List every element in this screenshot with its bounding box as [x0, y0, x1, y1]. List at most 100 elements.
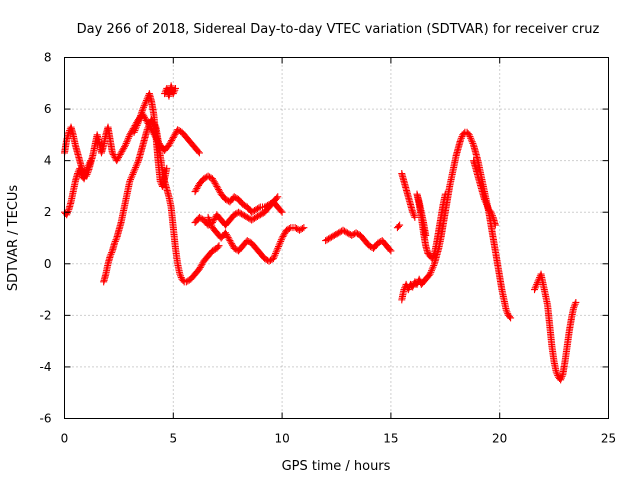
data-point: [239, 200, 247, 208]
data-point: [271, 251, 279, 259]
data-point: [168, 135, 176, 143]
data-point: [140, 103, 148, 111]
data-point: [142, 116, 150, 124]
data-point: [273, 246, 281, 254]
data-point: [176, 270, 184, 278]
data-point: [428, 265, 436, 273]
data-point: [507, 314, 515, 322]
data-point: [297, 225, 305, 233]
data-point: [409, 210, 417, 218]
data-point: [322, 237, 330, 245]
data-point: [130, 167, 138, 175]
data-point: [352, 229, 360, 237]
data-point: [111, 239, 119, 247]
data-point: [171, 130, 179, 138]
data-point: [143, 126, 151, 134]
data-point: [411, 213, 419, 221]
data-point: [108, 149, 116, 157]
data-point: [195, 265, 203, 273]
data-point: [326, 234, 334, 242]
data-point: [119, 146, 127, 154]
data-point: [249, 207, 257, 215]
data-point: [467, 134, 475, 142]
data-point: [125, 133, 133, 141]
data-point: [208, 247, 216, 255]
data-point: [215, 187, 223, 195]
data-point: [112, 236, 120, 244]
data-point: [248, 208, 256, 216]
data-point: [571, 300, 579, 308]
data-point: [170, 88, 178, 96]
data-point: [106, 252, 114, 260]
data-point: [232, 194, 240, 202]
data-point: [298, 225, 306, 233]
data-point: [191, 188, 199, 196]
data-point: [429, 253, 437, 261]
data-point: [335, 229, 343, 237]
x-tick-label: 5: [169, 432, 177, 446]
y-tick-label: 0: [44, 257, 52, 271]
data-point: [296, 226, 304, 234]
data-point: [198, 260, 206, 268]
data-point: [236, 209, 244, 217]
data-point: [144, 124, 152, 132]
plot-frame: [64, 57, 609, 419]
data-point: [84, 164, 92, 172]
data-point: [457, 134, 465, 142]
data-point: [226, 237, 234, 245]
data-point: [280, 231, 288, 239]
x-axis-label: GPS time / hours: [282, 459, 391, 474]
data-point: [118, 147, 126, 155]
data-point: [195, 149, 203, 157]
data-point: [340, 227, 348, 235]
data-point: [276, 239, 284, 247]
data-point: [278, 208, 286, 216]
axis-ticks: [64, 57, 609, 419]
data-point: [332, 231, 340, 239]
y-tick-label: 8: [44, 51, 52, 65]
data-point: [63, 209, 71, 217]
data-point: [255, 204, 263, 212]
data-point: [266, 256, 274, 264]
data-point: [374, 239, 382, 247]
data-point: [141, 115, 149, 123]
data-point: [197, 262, 205, 270]
data-point: [215, 186, 223, 194]
data-point: [130, 128, 138, 136]
data-point: [404, 286, 412, 294]
data-point: [240, 201, 248, 209]
data-point: [291, 224, 299, 232]
data-point: [248, 216, 256, 224]
data-point: [192, 186, 200, 194]
data-point: [230, 211, 238, 219]
data-point: [278, 234, 286, 242]
data-point: [252, 213, 260, 221]
data-point: [132, 164, 140, 172]
data-point: [132, 162, 140, 170]
data-point: [195, 213, 203, 221]
data-point: [222, 195, 230, 203]
data-point: [339, 226, 347, 234]
data-point: [142, 96, 150, 104]
data-point: [415, 275, 423, 283]
data-point: [225, 235, 233, 243]
data-point: [557, 374, 565, 382]
data-point: [269, 255, 277, 263]
data-point: [214, 243, 222, 251]
x-tick-label: 0: [61, 432, 69, 446]
data-point: [193, 184, 201, 192]
data-point: [208, 175, 216, 183]
data-point: [240, 212, 248, 220]
data-point: [129, 169, 137, 177]
data-point: [204, 213, 212, 221]
data-point: [171, 86, 179, 94]
data-point: [552, 368, 560, 376]
data-point: [215, 242, 223, 250]
data-point: [129, 170, 137, 178]
data-point: [491, 221, 499, 229]
y-axis-label: SDTVAR / TECUs: [6, 185, 21, 292]
data-point: [121, 141, 129, 149]
data-point: [300, 224, 308, 232]
data-point: [182, 278, 190, 286]
